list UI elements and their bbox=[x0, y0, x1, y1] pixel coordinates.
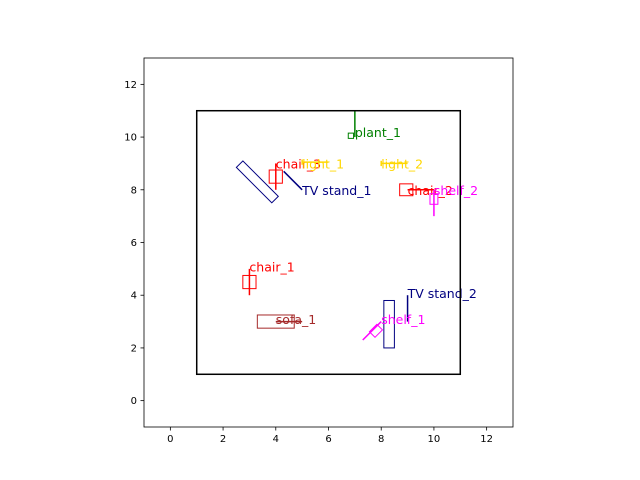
shelf-1-label: shelf_1 bbox=[381, 312, 425, 327]
shelf-1-direction-line bbox=[362, 321, 382, 341]
chair-2-label: chair_2 bbox=[408, 183, 453, 198]
x-tick-label: 2 bbox=[220, 434, 226, 445]
light-1-label: light_1 bbox=[302, 157, 344, 172]
tv-stand-2-label: TV stand_2 bbox=[407, 286, 477, 301]
tv-stand-1-label: TV stand_1 bbox=[301, 183, 371, 198]
shelf-2-label: shelf_2 bbox=[434, 183, 478, 198]
y-tick-label: 12 bbox=[124, 80, 137, 91]
object-shelf-1: shelf_1 bbox=[362, 312, 425, 341]
x-tick-label: 6 bbox=[325, 434, 331, 445]
tv-stand-1-footprint bbox=[235, 160, 280, 204]
y-tick-label: 2 bbox=[131, 343, 137, 354]
object-plant-1: plant_1 bbox=[347, 110, 401, 140]
x-tick-label: 10 bbox=[428, 434, 441, 445]
chair-3-label: chair_3 bbox=[276, 157, 321, 172]
y-tick-label: 10 bbox=[124, 133, 137, 144]
y-tick-label: 0 bbox=[131, 396, 137, 407]
chair-1-label: chair_1 bbox=[249, 259, 294, 274]
axes-layer: 0 2 4 6 8 10 12 0 2 4 6 8 10 12 bbox=[124, 57, 514, 445]
x-tick-label: 0 bbox=[167, 434, 173, 445]
object-light-1: light_1 bbox=[301, 157, 344, 172]
y-tick-label: 6 bbox=[131, 238, 137, 249]
y-tick-label: 4 bbox=[131, 291, 137, 302]
shelf-1-footprint bbox=[368, 323, 384, 339]
x-tick-label: 8 bbox=[378, 434, 384, 445]
object-chair-1: chair_1 bbox=[242, 259, 295, 296]
object-shelf-2: shelf_2 bbox=[429, 183, 478, 217]
tv-stand-2-footprint bbox=[383, 299, 395, 349]
object-tv-stand-2: TV stand_2 bbox=[383, 286, 477, 349]
light-2-label: light_2 bbox=[381, 157, 423, 172]
plant-1-label: plant_1 bbox=[355, 125, 401, 140]
x-tick-label: 4 bbox=[273, 434, 279, 445]
x-tick-label: 12 bbox=[480, 434, 493, 445]
tv-stand-1-direction-line bbox=[283, 170, 303, 191]
y-tick-label: 8 bbox=[131, 185, 137, 196]
room-boundary bbox=[195, 109, 462, 376]
object-sofa-1: sofa_1 bbox=[256, 312, 316, 329]
object-tv-stand-1: TV stand_1 bbox=[235, 160, 371, 204]
object-chair-3: chair_3 bbox=[268, 157, 321, 190]
object-light-2: light_2 bbox=[380, 157, 423, 172]
object-chair-2: chair_2 bbox=[399, 183, 453, 198]
plant-1-footprint bbox=[347, 132, 355, 139]
room-boundary-layer bbox=[195, 109, 462, 376]
sofa-1-label: sofa_1 bbox=[276, 312, 316, 327]
